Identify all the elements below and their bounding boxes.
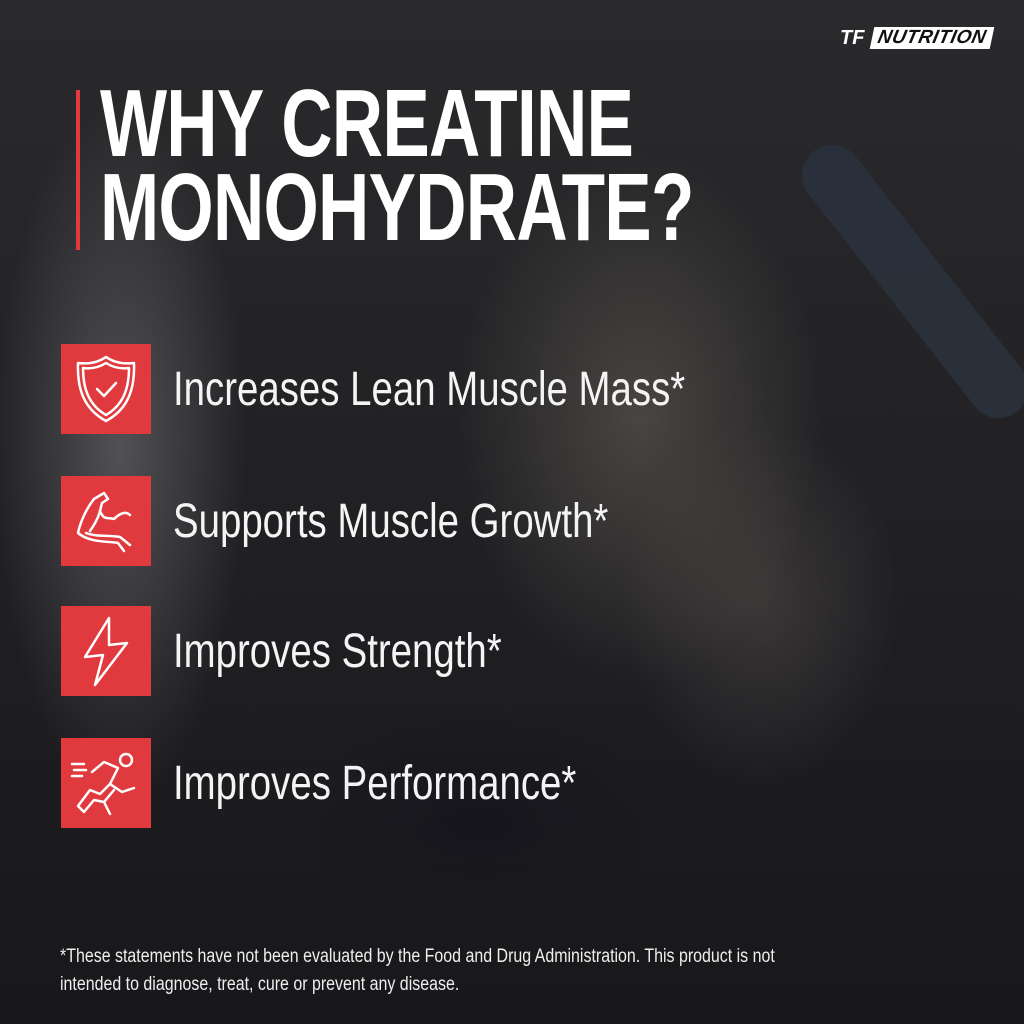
feature-label: Improves Strength*	[173, 624, 502, 678]
feature-lean-muscle: Increases Lean Muscle Mass*	[61, 344, 813, 434]
feature-performance: Improves Performance*	[61, 738, 677, 828]
page-title: WHY CREATINE MONOHYDRATE?	[100, 70, 694, 261]
logo-text: NUTRITION	[869, 27, 995, 49]
logo-mark: TF	[840, 27, 865, 49]
title-line-1: WHY CREATINE	[100, 70, 634, 177]
flexed-arm-icon	[61, 476, 151, 566]
feature-muscle-growth: Supports Muscle Growth*	[61, 476, 717, 566]
title-accent-line	[76, 90, 80, 250]
disclaimer-line-2: intended to diagnose, treat, cure or pre…	[60, 974, 460, 995]
fda-disclaimer: *These statements have not been evaluate…	[60, 943, 775, 999]
feature-label: Supports Muscle Growth*	[173, 494, 609, 548]
running-person-icon	[61, 738, 151, 828]
feature-strength: Improves Strength*	[61, 606, 584, 696]
feature-label: Increases Lean Muscle Mass*	[173, 362, 686, 416]
feature-label: Improves Performance*	[173, 756, 577, 810]
disclaimer-line-1: *These statements have not been evaluate…	[60, 946, 775, 967]
shield-check-icon	[61, 344, 151, 434]
title-line-2: MONOHYDRATE?	[100, 154, 694, 261]
lightning-bolt-icon	[61, 606, 151, 696]
